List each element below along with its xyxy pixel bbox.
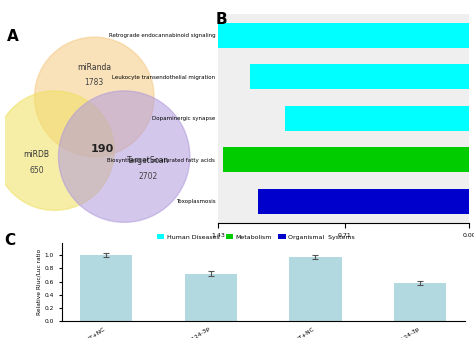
Text: 190: 190	[91, 144, 114, 154]
Bar	[250, 65, 469, 89]
Y-axis label: Relative Rluc/Luc ratio: Relative Rluc/Luc ratio	[37, 249, 42, 315]
Bar	[258, 189, 469, 214]
Bar	[218, 23, 469, 48]
Circle shape	[0, 91, 114, 210]
Text: 1783: 1783	[85, 78, 104, 88]
Bar	[289, 257, 342, 321]
Text: miRanda: miRanda	[77, 63, 111, 72]
Text: A: A	[7, 29, 18, 44]
Legend: Human Diseases, Metabolism, Organismal  Systems: Human Diseases, Metabolism, Organismal S…	[154, 231, 358, 242]
Text: B: B	[216, 12, 228, 27]
Circle shape	[35, 37, 154, 156]
Text: 650: 650	[29, 166, 44, 175]
Bar	[394, 283, 446, 321]
Text: C: C	[5, 233, 16, 248]
Bar	[184, 274, 237, 321]
Bar	[285, 106, 469, 131]
X-axis label: -log10 (P value): -log10 (P value)	[319, 243, 368, 248]
Bar	[223, 147, 469, 172]
Circle shape	[58, 91, 190, 222]
Text: TargetScan: TargetScan	[127, 156, 169, 165]
Text: miRDB: miRDB	[24, 150, 50, 159]
Bar	[80, 255, 132, 321]
Text: 2702: 2702	[138, 172, 158, 181]
